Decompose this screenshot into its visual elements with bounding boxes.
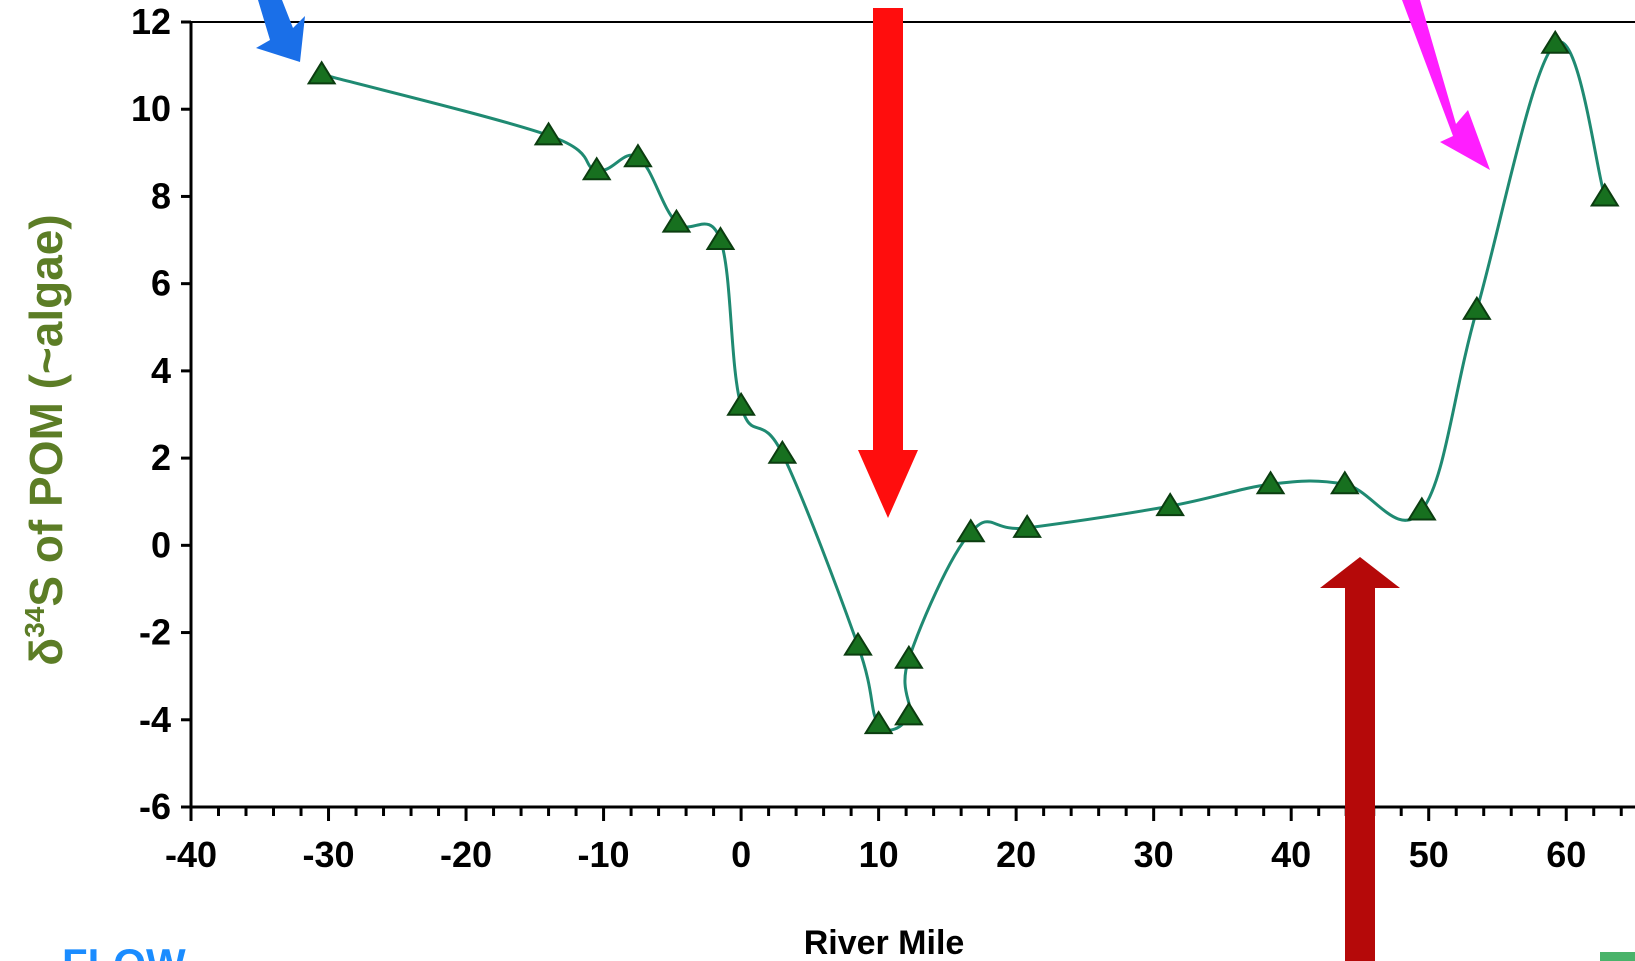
data-point-triangle: [1407, 496, 1437, 521]
y-tick-label: 0: [151, 524, 171, 565]
x-tick-label: 0: [731, 834, 751, 875]
x-tick-label: 50: [1409, 834, 1449, 875]
y-axis-title-prefix: δ: [20, 638, 72, 666]
x-tick-label: 60: [1546, 834, 1586, 875]
data-point-triangle: [661, 208, 692, 233]
blue-arrow: [256, 0, 305, 62]
data-point-triangle: [1012, 513, 1042, 538]
data-point-triangle: [705, 226, 736, 251]
data-point-triangle: [581, 156, 612, 181]
darkred-arrow-shape: [1320, 557, 1400, 961]
data-point-triangle: [726, 391, 756, 416]
y-tick-label: -6: [139, 786, 171, 827]
data-point-triangle: [306, 60, 337, 85]
y-tick-label: 4: [151, 350, 171, 391]
y-tick-label: -2: [139, 612, 171, 653]
x-tick-label: -10: [578, 834, 630, 875]
y-tick-label: -4: [139, 699, 171, 740]
axes: [181, 20, 1635, 821]
data-point-triangle: [1155, 492, 1185, 517]
corner-mark: [1600, 952, 1635, 961]
magenta-arrow-shape: [1402, 0, 1490, 170]
y-tick-label: 10: [131, 88, 171, 129]
series-markers: [306, 29, 1620, 735]
series-line: [321, 40, 1607, 732]
x-axis-title: River Mile: [804, 924, 965, 961]
data-point-triangle: [1589, 182, 1620, 207]
x-tick-label: 40: [1271, 834, 1311, 875]
y-tick-label: 6: [151, 263, 171, 304]
x-tick-label: -30: [303, 834, 355, 875]
red-arrow-shape: [858, 8, 918, 518]
y-tick-label: 8: [151, 175, 171, 216]
x-tick-labels: -40 -30 -20 -10 0 10 20 30 40 50 60: [165, 834, 1586, 875]
y-tick-labels: 12 10 8 6 4 2 0 -2 -4 -6: [131, 1, 171, 827]
flow-label: FLOW: [62, 940, 186, 961]
x-tick-label: -20: [440, 834, 492, 875]
data-point-triangle: [863, 710, 894, 735]
data-point-triangle: [1540, 29, 1571, 54]
x-tick-label: 10: [859, 834, 899, 875]
data-point-triangle: [623, 143, 653, 168]
y-tick-label: 2: [151, 437, 171, 478]
y-axis-title-main: S of POM (~algae): [20, 214, 72, 606]
data-point-triangle: [1255, 470, 1286, 495]
data-point-triangle: [894, 701, 924, 726]
data-point-triangle: [533, 121, 564, 146]
magenta-arrow: [1402, 0, 1490, 170]
y-tick-label: 12: [131, 1, 171, 42]
x-tick-label: -40: [165, 834, 217, 875]
darkred-arrow: [1320, 557, 1400, 961]
y-axis-title-superscript: 34: [19, 606, 50, 638]
data-point-triangle: [843, 631, 873, 656]
data-point-triangle: [1330, 470, 1360, 495]
data-point-triangle: [955, 518, 986, 543]
data-point-triangle: [1462, 295, 1492, 320]
plot-area: [191, 22, 1635, 807]
y-axis-title: δ34S of POM (~algae): [19, 214, 72, 665]
data-point-triangle: [767, 439, 798, 464]
blue-arrow-shape: [256, 0, 305, 62]
x-tick-label: 30: [1134, 834, 1174, 875]
data-point-triangle: [894, 644, 924, 669]
x-tick-label: 20: [996, 834, 1036, 875]
red-arrow: [858, 8, 918, 518]
